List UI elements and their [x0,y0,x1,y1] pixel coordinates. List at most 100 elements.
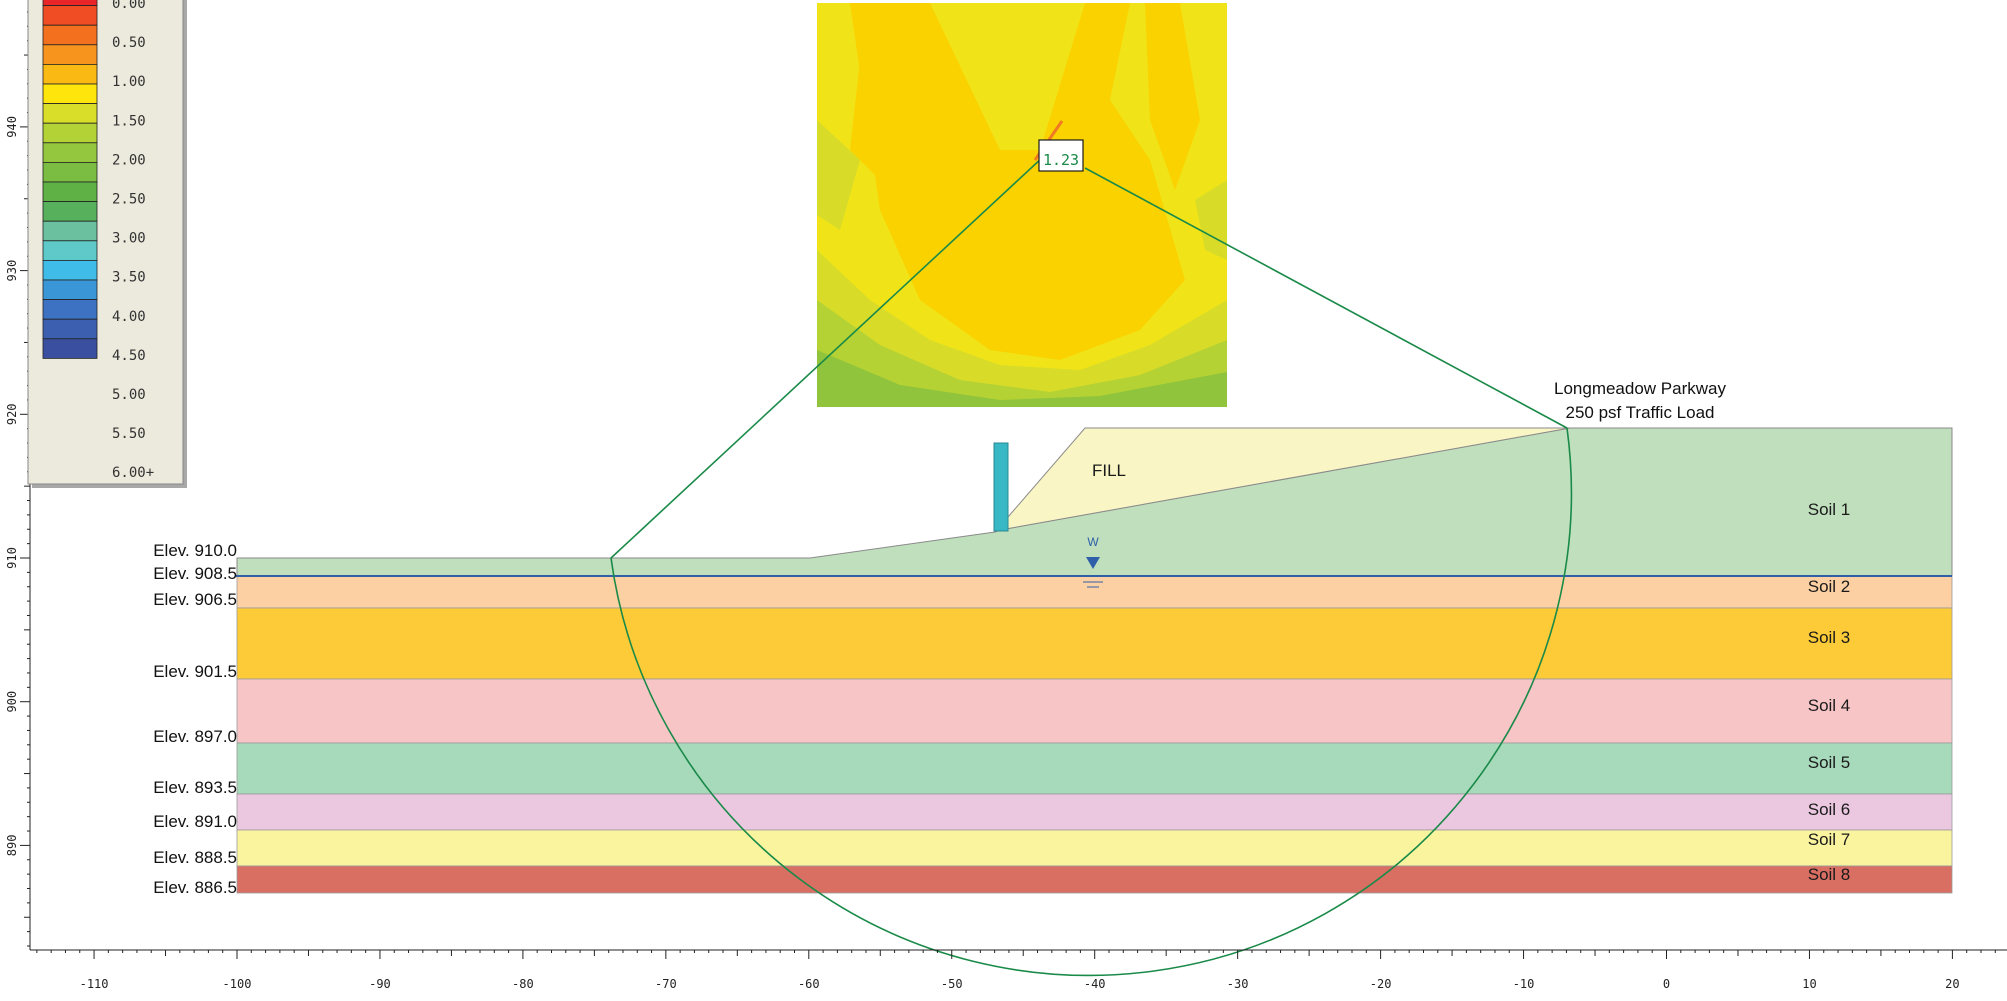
legend-label: 2.00 [112,152,146,168]
legend-label: 1.00 [112,74,146,90]
elevation-label: Elev. 893.5 [153,778,237,797]
legend-swatch [42,299,98,320]
legend-label: 0.50 [112,35,146,51]
contour-band [850,60,895,180]
legend-swatch [42,24,98,46]
elevation-label: Elev. 897.0 [153,727,237,746]
x-tick-label: -70 [655,977,677,991]
legend-swatch [42,201,98,222]
legend-swatch [42,220,98,242]
elevation-label: Elev. 886.5 [153,878,237,897]
soil-layer-3 [236,607,1953,680]
legend-swatch [42,122,98,144]
legend-swatch [42,240,98,261]
soil-layer-4 [236,678,1953,744]
legend-swatch [42,83,98,105]
soil-label-4: Soil 4 [1808,696,1851,715]
water-table-symbol: W [1083,535,1103,588]
contour-band [817,120,860,230]
x-tick-label: 10 [1802,977,1816,991]
legend-swatch [42,44,98,65]
y-tick-label: 890 [5,835,19,857]
soil-label-8: Soil 8 [1808,865,1851,884]
legend-swatch [42,0,98,7]
legend-label: 4.00 [112,309,146,325]
elevation-label: Elev. 901.5 [153,662,237,681]
soil-label-1: Soil 1 [1808,500,1851,519]
contour-band [817,350,1227,407]
legend-label: 3.00 [112,231,146,247]
y-tick-label: 900 [5,691,19,713]
y-tick-label: 910 [5,547,19,569]
x-tick-label: 0 [1663,977,1670,991]
legend-swatch [42,338,98,359]
y-tick-label: 920 [5,403,19,425]
x-tick-label: -20 [1370,977,1392,991]
legend-label: 5.00 [112,387,146,403]
legend-swatch [42,318,98,340]
legend-labels: 0.00 0.50 1.00 1.50 2.00 2.50 3.00 3.50 4.00 4.50… [112,0,154,481]
soil-label-3: Soil 3 [1808,628,1851,647]
legend-label: 3.50 [112,270,146,286]
contour-band [817,300,1227,407]
x-tick-label: -50 [941,977,963,991]
soil-layers [236,427,1953,894]
soil-layer-5 [236,742,1953,795]
elevation-label: Elev. 910.0 [153,541,237,560]
soil-label-7: Soil 7 [1808,830,1851,849]
road-name-label: Longmeadow Parkway [1554,379,1726,398]
fill-label: FILL [1092,461,1126,480]
x-tick-label: -110 [80,977,109,991]
legend-swatch [42,279,98,301]
legend-panel[interactable]: 0.00 0.50 1.00 1.50 2.00 2.50 3.00 3.50 4.00 4.50… [27,0,187,488]
x-tick-label: -10 [1513,977,1535,991]
retaining-wall [993,442,1009,532]
critical-slip-surface [610,120,1573,977]
legend-swatch [42,103,98,124]
x-tick-label: 20 [1945,977,1959,991]
elevation-label: Elev. 891.0 [153,812,237,831]
soil-layer-2 [236,575,1953,609]
x-tick-label: -60 [798,977,820,991]
legend-swatch [42,142,98,163]
water-table-label: W [1087,535,1099,549]
legend-label: 6.00+ [112,465,154,481]
traffic-load-label: 250 psf Traffic Load [1565,403,1714,422]
legend-label: 1.50 [112,113,146,129]
legend-swatch [42,259,98,281]
x-tick-label: -100 [223,977,252,991]
elevation-label: Elev. 888.5 [153,848,237,867]
legend-swatch [42,5,98,26]
x-tick-label: -40 [1084,977,1106,991]
x-tick-label: -30 [1227,977,1249,991]
soil-label-2: Soil 2 [1808,577,1851,596]
soil-label-6: Soil 6 [1808,800,1851,819]
x-axis: -110 -100 -90 -80 -70 -60 -50 -40 -30 -20 -10 0 10 20 [30,949,2007,991]
legend-swatch [42,64,98,85]
soil-layer-7 [236,829,1953,867]
x-tick-label: -80 [512,977,534,991]
soil-label-5: Soil 5 [1808,753,1851,772]
elevation-label: Elev. 908.5 [153,564,237,583]
x-tick-label: -90 [369,977,391,991]
contour-band [1145,3,1200,190]
elevation-labels: Elev. 910.0 Elev. 908.5 Elev. 906.5 Elev. 9… [153,541,237,897]
elevation-label: Elev. 906.5 [153,590,237,609]
y-tick-label: 940 [5,116,19,138]
legend-label: 4.50 [112,348,146,364]
factor-of-safety-box[interactable]: 1.23 [1038,139,1084,172]
soil-layer-6 [236,793,1953,831]
legend-label: 2.50 [112,192,146,208]
legend-swatches [42,0,98,359]
y-tick-label: 930 [5,260,19,282]
legend-swatch [42,181,98,203]
legend-swatch [42,161,98,183]
legend-label: 5.50 [112,426,146,442]
legend-label: 0.00 [112,0,146,12]
soil-layer-8 [236,865,1953,894]
safety-factor-contour [817,3,1227,407]
factor-of-safety-value: 1.23 [1043,151,1079,169]
soil-labels: Soil 1 Soil 2 Soil 3 Soil 4 Soil 5 Soil 6 Soil… [1808,500,1851,884]
